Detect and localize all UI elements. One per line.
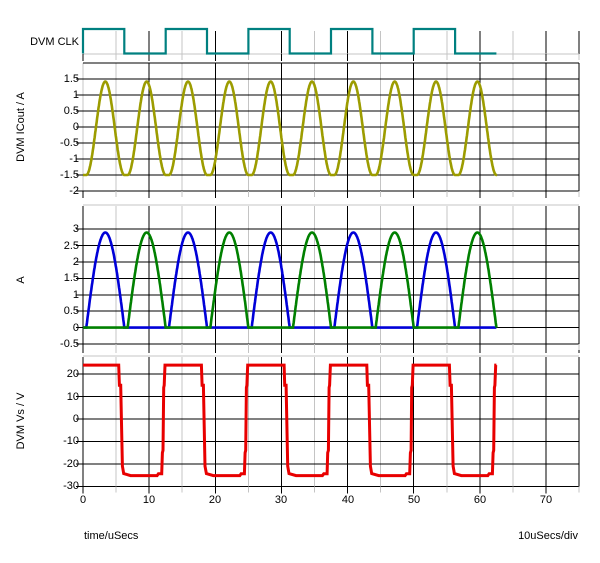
x-tick-label: 20 (208, 494, 222, 506)
x-tick-label: 50 (407, 494, 421, 506)
clock-axis-label: DVM CLK (30, 36, 79, 48)
y-tick-label: 1.5 (63, 272, 79, 284)
y-tick-label: 0 (72, 121, 79, 133)
x-tick-label: 70 (539, 494, 553, 506)
y-tick-label: -20 (63, 458, 79, 470)
vs-axis-label: DVM Vs / V (15, 392, 27, 450)
y-tick-label: 1 (72, 89, 79, 101)
y-tick-label: 1.5 (63, 73, 79, 85)
current-axis-label: A (15, 276, 27, 284)
y-tick-label: -30 (63, 480, 79, 492)
y-tick-label: -0.5 (60, 338, 79, 350)
y-tick-label: 20 (66, 368, 79, 380)
y-tick-label: 2.5 (63, 240, 79, 252)
y-tick-label: 2 (72, 256, 79, 268)
y-tick-label: 3 (72, 223, 79, 235)
y-tick-label: -2 (69, 185, 79, 197)
x-tick-label: 40 (341, 494, 355, 506)
y-tick-label: -1 (69, 153, 79, 165)
x-axis-title: time/uSecs (84, 530, 139, 542)
x-axis-scale: 10uSecs/div (518, 530, 578, 542)
y-tick-label: 0 (72, 413, 79, 425)
y-tick-label: -10 (63, 435, 79, 447)
icout-axis-label: DVM ICout / A (15, 92, 27, 162)
x-tick-label: 30 (274, 494, 288, 506)
y-tick-label: 0 (72, 322, 79, 334)
y-tick-label: -0.5 (60, 137, 79, 149)
x-tick-label: 0 (79, 494, 87, 506)
x-tick-label: 60 (473, 494, 487, 506)
y-tick-label: 0.5 (63, 105, 79, 117)
y-tick-label: -1.5 (60, 169, 79, 181)
x-tick-label: 10 (142, 494, 156, 506)
y-tick-label: 10 (66, 391, 79, 403)
y-tick-label: 0.5 (63, 305, 79, 317)
y-tick-label: 1 (72, 289, 79, 301)
